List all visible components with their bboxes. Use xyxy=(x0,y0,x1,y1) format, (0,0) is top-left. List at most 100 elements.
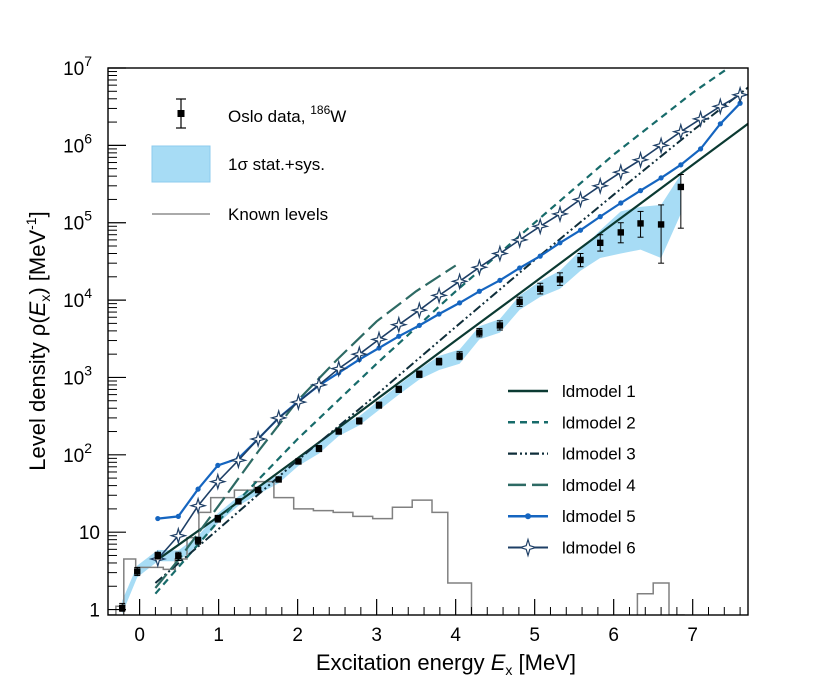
legend-band-label: 1σ stat.+sys. xyxy=(228,155,325,174)
oslo-data-point xyxy=(254,486,262,494)
oslo-marker xyxy=(119,604,126,612)
legend-ldmodel-5-marker xyxy=(525,513,531,520)
series-ldmodel-5-point xyxy=(597,213,603,220)
series-ldmodel-6-point xyxy=(611,163,631,182)
series-ldmodel-1-line xyxy=(154,122,748,563)
series-ldmodel-6-point xyxy=(571,190,590,209)
oslo-marker xyxy=(175,552,182,560)
series-ldmodel-6-point xyxy=(531,217,550,236)
legend-ldmodel-1: ldmodel 1 xyxy=(508,382,636,401)
uncertainty-band xyxy=(122,174,681,614)
x-tick-label: 0 xyxy=(134,625,145,646)
series-ldmodel-5-point xyxy=(155,515,161,522)
y-tick-label: 105 xyxy=(63,208,92,235)
oslo-data-point xyxy=(235,498,242,505)
oslo-data-point xyxy=(637,210,644,238)
y-axis-label: Level density ρ(Ex) [MeV-1] xyxy=(23,211,53,470)
oslo-marker xyxy=(597,239,604,247)
series-ldmodel-6-line xyxy=(157,94,741,560)
legend-ldmodel-6-marker xyxy=(517,537,539,558)
oslo-marker xyxy=(435,358,443,365)
legend-ldmodel-6-label: ldmodel 6 xyxy=(562,539,636,558)
oslo-marker xyxy=(235,498,242,505)
legend-ldmodel-3-label: ldmodel 3 xyxy=(562,445,636,464)
series-ldmodel-5-point xyxy=(637,188,644,194)
series-ldmodel-5-point xyxy=(457,300,463,306)
series-ldmodel-4 xyxy=(154,264,457,589)
x-tick-label: 7 xyxy=(687,625,698,646)
series-ldmodel-5-point xyxy=(577,227,584,233)
series-ldmodel-5-point xyxy=(658,175,664,181)
oslo-data-point xyxy=(657,204,665,264)
series-ldmodel-6-point xyxy=(590,176,610,195)
x-tick-label: 4 xyxy=(450,625,461,646)
oslo-data-point xyxy=(435,357,443,366)
oslo-data-point xyxy=(154,551,161,560)
series-ldmodel-6-point xyxy=(490,244,510,263)
oslo-marker xyxy=(335,428,342,435)
legend-ldmodel-6: ldmodel 6 xyxy=(508,537,636,558)
x-axis-label: Excitation energy Ex [MeV] xyxy=(316,650,576,678)
y-tick-label: 102 xyxy=(63,440,92,467)
oslo-marker xyxy=(516,298,523,306)
oslo-data-point xyxy=(134,566,141,577)
oslo-data-point xyxy=(335,428,342,435)
oslo-data-point xyxy=(496,320,504,331)
oslo-marker xyxy=(456,352,463,360)
series-ldmodel-6-point xyxy=(711,97,730,116)
legend-ldmodel-3: ldmodel 3 xyxy=(508,445,636,464)
oslo-data-point xyxy=(516,296,523,307)
series-ldmodel-2-line xyxy=(154,68,731,595)
y-tick-label: 104 xyxy=(63,285,92,312)
series-ldmodel-5-point xyxy=(717,121,723,127)
series-ldmodel-6-point xyxy=(410,301,429,320)
oslo-marker xyxy=(315,445,323,452)
series-ldmodel-6-point xyxy=(510,230,529,250)
series-ldmodel-6-point xyxy=(429,286,449,305)
series-ldmodel-5-point xyxy=(497,277,503,283)
series-ldmodel-5-point xyxy=(557,240,563,246)
series-ldmodel-6-point xyxy=(470,258,489,277)
oslo-data-point xyxy=(617,222,624,244)
series-ldmodel-6-point xyxy=(309,375,329,395)
oslo-marker xyxy=(134,568,141,575)
oslo-data-point xyxy=(416,370,423,378)
oslo-marker xyxy=(637,220,644,227)
series-ldmodel-5-point xyxy=(416,322,422,329)
legend-top: Oslo data, 186W 1σ stat.+sys. Known leve… xyxy=(151,98,346,224)
series-ldmodel-6-point xyxy=(671,122,690,141)
oslo-data-point xyxy=(536,282,544,295)
oslo-marker xyxy=(295,458,302,465)
series-ldmodel-6-point xyxy=(631,150,650,169)
oslo-marker xyxy=(154,552,161,559)
oslo-data-point xyxy=(295,458,302,465)
series-ldmodel-5-point xyxy=(396,333,402,339)
series-ldmodel-5-point xyxy=(618,200,624,206)
series-ldmodel-6-point xyxy=(289,392,308,412)
series-ldmodel-6-point xyxy=(730,85,748,104)
oslo-marker xyxy=(577,256,584,264)
series-ldmodel-1 xyxy=(154,122,748,563)
series-ldmodel-6-point xyxy=(450,272,469,291)
oslo-data-point xyxy=(677,174,685,229)
series-ldmodel-6-point xyxy=(369,330,389,349)
legend-ldmodel-2: ldmodel 2 xyxy=(508,413,636,432)
legend-models: ldmodel 1 ldmodel 2 ldmodel 3 ldmodel 4 ldmo… xyxy=(508,382,636,558)
legend-band-swatch xyxy=(151,145,211,183)
series-ldmodel-6-point xyxy=(389,315,409,334)
oslo-data-point xyxy=(597,234,604,252)
oslo-marker xyxy=(214,515,222,522)
oslo-marker xyxy=(657,221,665,228)
oslo-marker xyxy=(536,285,544,292)
oslo-data-point xyxy=(214,514,222,523)
oslo-marker xyxy=(275,476,282,483)
oslo-marker xyxy=(356,417,363,425)
series-ldmodel-6-point xyxy=(329,359,348,378)
oslo-data-point xyxy=(577,253,584,268)
series-ldmodel-6-point xyxy=(691,109,710,129)
oslo-marker xyxy=(375,401,383,409)
x-tick-label: 1 xyxy=(213,625,224,646)
legend-ldmodel-1-label: ldmodel 1 xyxy=(562,382,636,401)
series-ldmodel-5-point xyxy=(195,486,201,492)
